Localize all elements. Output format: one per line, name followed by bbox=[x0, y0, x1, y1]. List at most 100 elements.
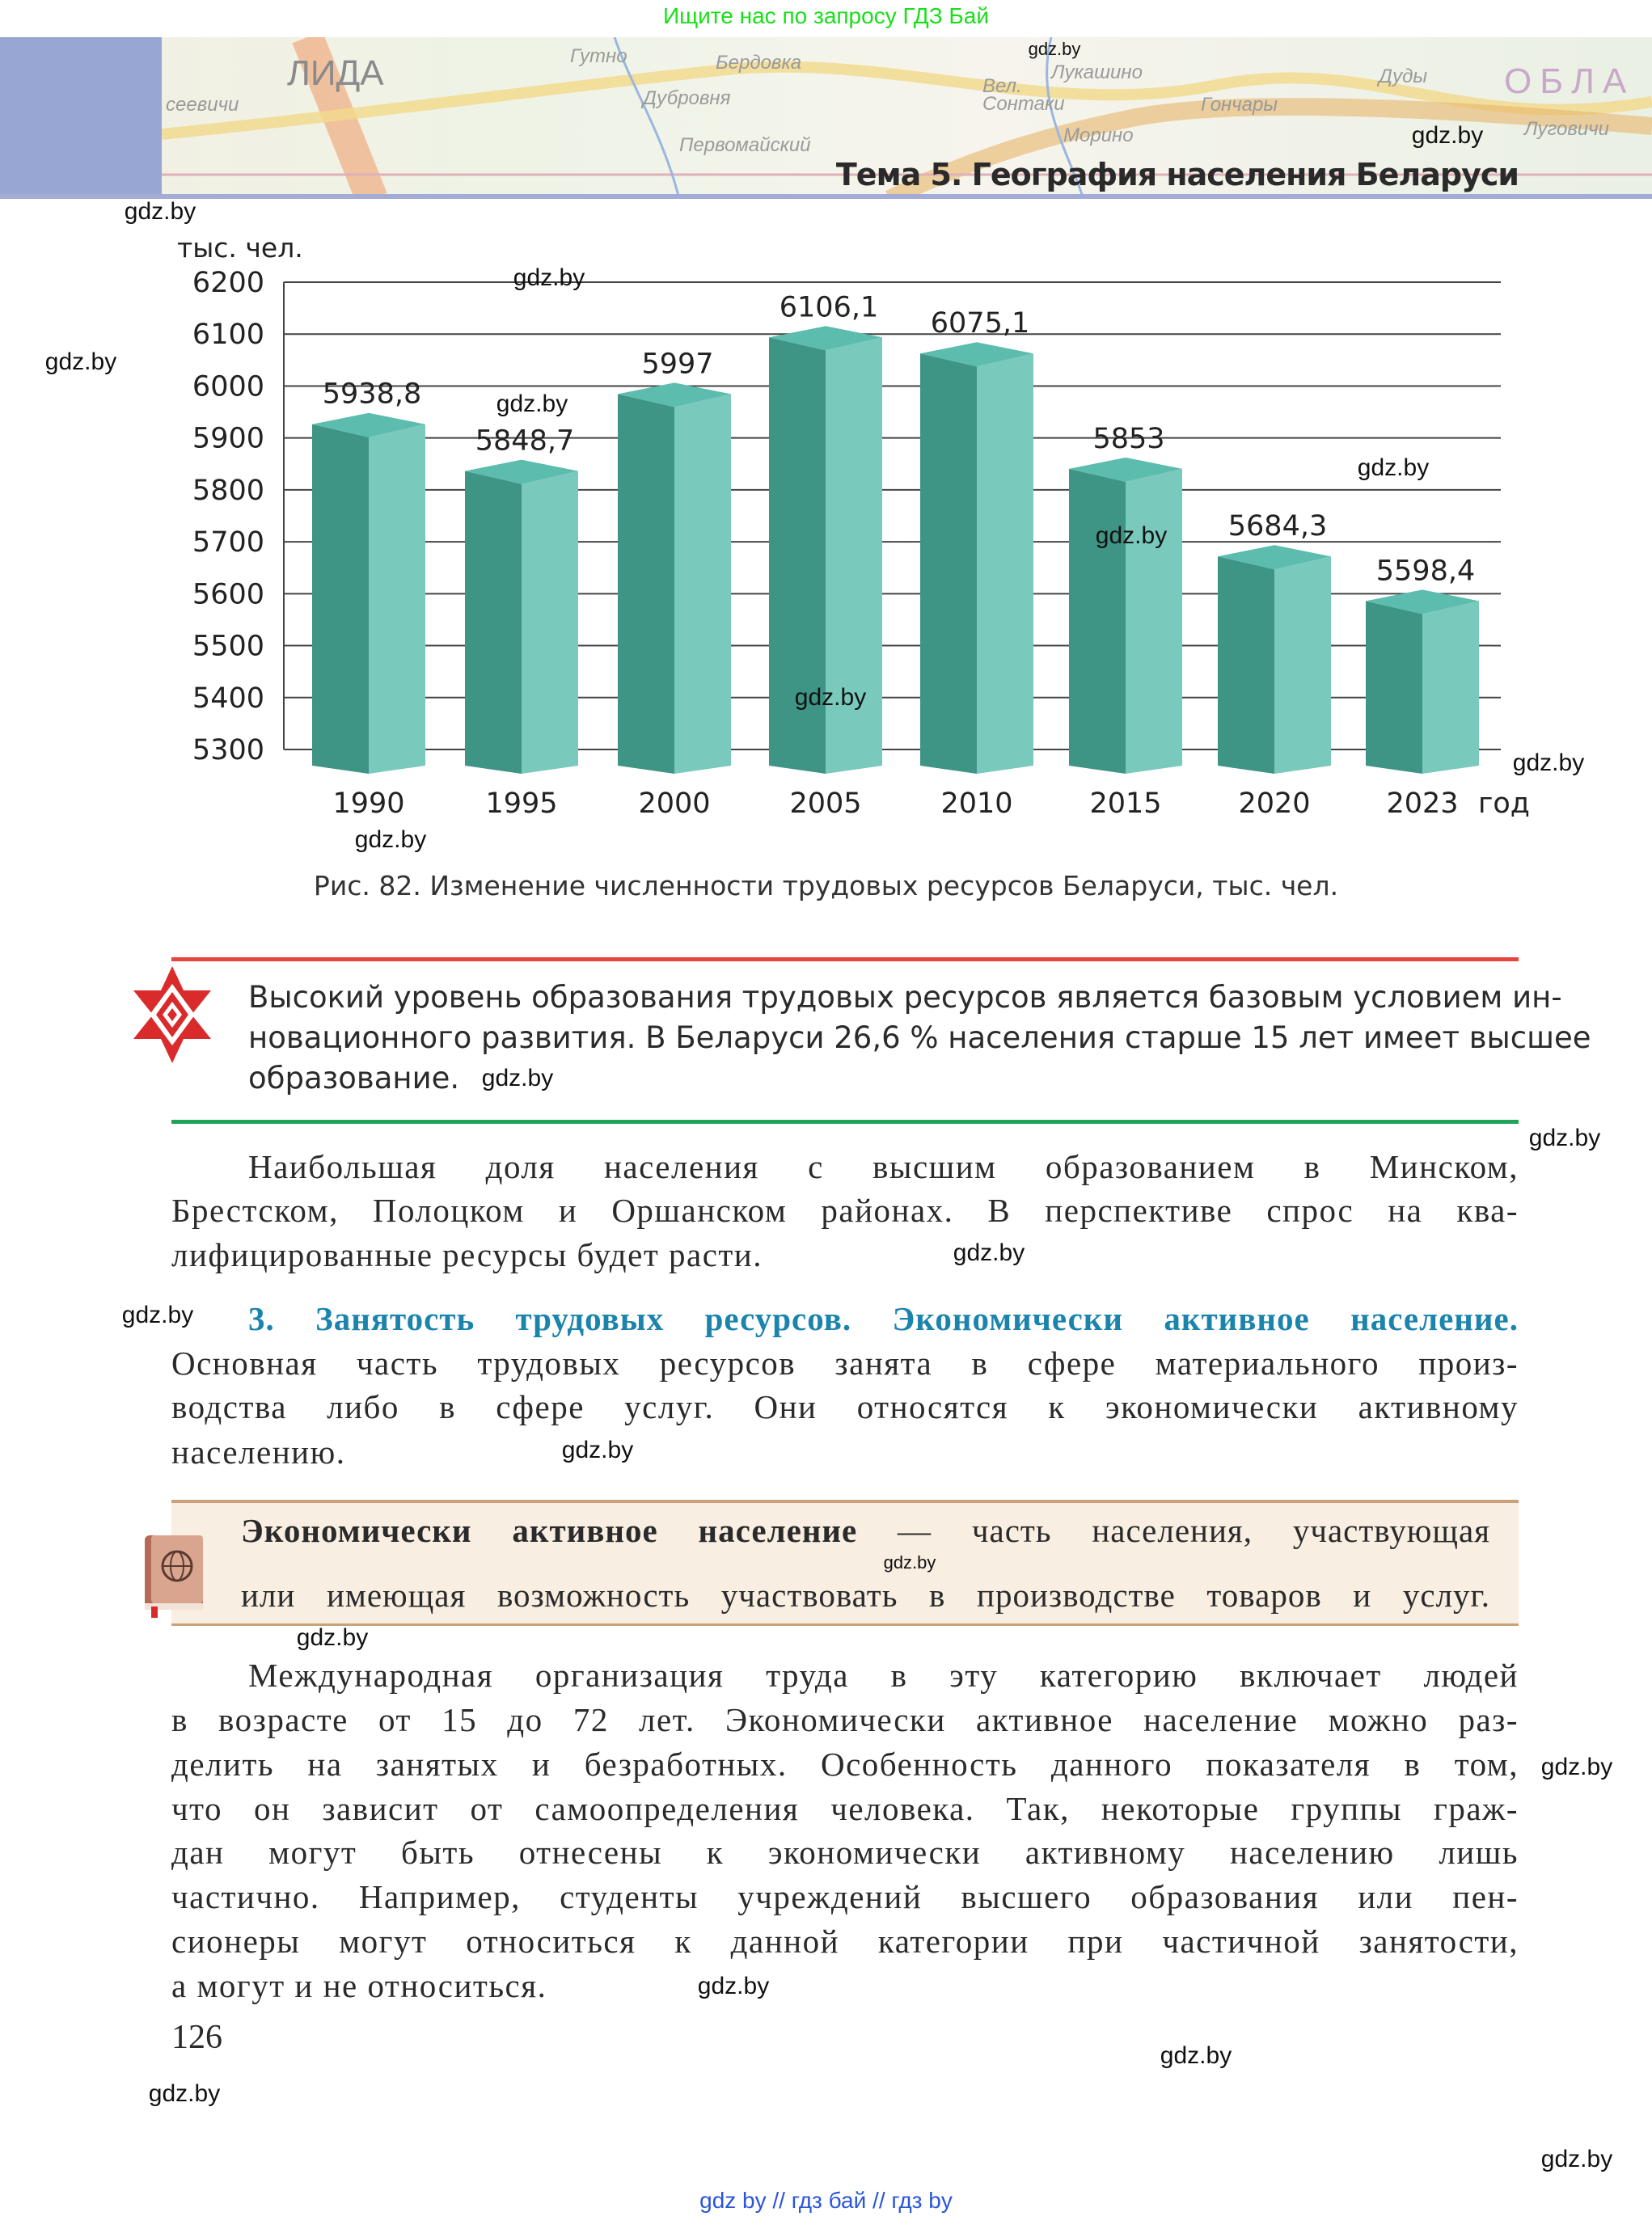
bar-right-face bbox=[977, 353, 1033, 774]
watermark: gdz.by bbox=[1411, 122, 1484, 149]
watermark: gdz.by bbox=[794, 684, 867, 711]
watermark: gdz.by bbox=[1357, 454, 1430, 481]
map-label: Бердовка bbox=[716, 52, 802, 74]
topic-title: Тема 5. География населения Беларуси bbox=[835, 157, 1519, 192]
bar-value-label: 5997 bbox=[641, 348, 713, 380]
bar-value-label: 5598,4 bbox=[1376, 555, 1475, 587]
y-tick-label: 6100 bbox=[192, 319, 264, 351]
watermark: gdz.by bbox=[148, 2080, 221, 2107]
page-header-map: ЛИДА Гутно Бердовка Дубровня Первомайски… bbox=[0, 37, 1652, 199]
x-tick-label: 2020 bbox=[1238, 787, 1310, 820]
y-tick-label: 5500 bbox=[192, 631, 264, 663]
page-number: 126 bbox=[171, 2019, 222, 2056]
search-hint-banner: Ищите нас по запросу ГДЗ Бай bbox=[662, 3, 990, 28]
bar-right-face bbox=[826, 337, 882, 774]
y-tick-label: 6000 bbox=[192, 370, 264, 403]
definition-text: — часть населения, участвующая bbox=[857, 1512, 1490, 1549]
bar-top-face bbox=[769, 326, 882, 351]
callout-bottom-rule bbox=[171, 1120, 1519, 1124]
watermark: gdz.by bbox=[124, 198, 196, 225]
watermark: gdz.by bbox=[1512, 749, 1585, 776]
bar-top-face bbox=[312, 412, 425, 437]
map-label: Луговичи bbox=[1524, 118, 1610, 140]
x-tick-label: 2010 bbox=[940, 787, 1012, 820]
map-label: Лукашино bbox=[1051, 61, 1143, 83]
paragraph-line: Брестском, Полоцком и Оршанском районах.… bbox=[171, 1192, 1519, 1229]
paragraph-line: а могут и не относиться. bbox=[171, 1967, 547, 2004]
map-label: Дуды bbox=[1379, 65, 1428, 87]
x-tick-label: 1990 bbox=[332, 787, 404, 820]
paragraph-line: дан могут быть отнесены к экономически а… bbox=[171, 1834, 1519, 1871]
watermark: gdz.by bbox=[953, 1239, 1025, 1266]
footer-links[interactable]: gdz by // гдз бай // гдз by bbox=[699, 2188, 953, 2213]
map-label: Вел. Сонтаки bbox=[982, 75, 1065, 115]
book-globe-icon bbox=[145, 1535, 203, 1618]
paragraph-line: Международная организация труда в эту ка… bbox=[248, 1657, 1519, 1694]
watermark: gdz.by bbox=[1028, 39, 1081, 59]
watermark: gdz.by bbox=[697, 1973, 770, 1999]
paragraph-line: в возрасте от 15 до 72 лет. Экономически… bbox=[171, 1701, 1519, 1738]
bar-right-face bbox=[1422, 601, 1479, 774]
watermark: gdz.by bbox=[44, 348, 117, 375]
bar-value-label: 6106,1 bbox=[780, 291, 878, 323]
y-tick-label: 5700 bbox=[192, 526, 264, 559]
x-tick-label: 2005 bbox=[789, 787, 861, 820]
watermark: gdz.by bbox=[481, 1065, 554, 1091]
callout-top-rule bbox=[171, 957, 1519, 961]
watermark: gdz.by bbox=[1528, 1125, 1601, 1151]
map-label: Дубровня bbox=[643, 87, 731, 109]
section-heading: 3. Занятость трудовых ресурсов. Экономич… bbox=[248, 1300, 1519, 1337]
map-label: ЛИДА bbox=[287, 53, 384, 93]
paragraph-line: Наибольшая доля населения с высшим образ… bbox=[248, 1148, 1519, 1185]
watermark: gdz.by bbox=[513, 264, 585, 291]
watermark: gdz.by bbox=[1540, 1754, 1613, 1780]
bar-right-face bbox=[674, 394, 731, 774]
bar-left-face bbox=[312, 424, 369, 774]
paragraph-line: Основная часть трудовых ресурсов занята … bbox=[171, 1345, 1519, 1382]
bar-value-label: 5684,3 bbox=[1228, 510, 1327, 543]
bar-top-face bbox=[465, 459, 578, 484]
x-axis-label: год bbox=[1478, 787, 1530, 820]
watermark: gdz.by bbox=[354, 826, 427, 853]
callout-text-line: новационного развития. В Беларуси 26,6 %… bbox=[248, 1020, 1591, 1055]
bar-top-face bbox=[1069, 457, 1182, 482]
bar-top-face bbox=[920, 342, 1033, 367]
paragraph-line: лифицированные ресурсы будет расти. bbox=[171, 1236, 763, 1273]
y-tick-label: 5400 bbox=[192, 682, 264, 715]
paragraph-line: что он зависит от самоопределения челове… bbox=[171, 1790, 1519, 1827]
header-color-block bbox=[0, 37, 162, 194]
bar-value-label: 6075,1 bbox=[931, 307, 1029, 340]
bar-left-face bbox=[1218, 556, 1274, 774]
watermark: gdz.by bbox=[1095, 522, 1168, 549]
y-tick-label: 5800 bbox=[192, 475, 264, 507]
bar-left-face bbox=[618, 394, 674, 774]
y-tick-label: 6200 bbox=[192, 267, 264, 299]
bar-left-face bbox=[1069, 468, 1126, 774]
map-label: Морино bbox=[1063, 125, 1134, 146]
watermark: gdz.by bbox=[561, 1437, 634, 1463]
callout-text-line: Высокий уровень образования трудовых рес… bbox=[248, 980, 1562, 1015]
bar-left-face bbox=[769, 337, 826, 774]
figure-caption: Рис. 82. Изменение численности трудовых … bbox=[313, 870, 1339, 901]
watermark: gdz.by bbox=[1160, 2042, 1232, 2069]
paragraph-line: сионеры могут относиться к данной катего… bbox=[171, 1923, 1519, 1960]
callout-text-line: образование. bbox=[248, 1061, 460, 1096]
bar-top-face bbox=[1218, 545, 1331, 570]
watermark: gdz.by bbox=[296, 1624, 369, 1651]
bar-left-face bbox=[465, 471, 522, 774]
paragraph-line: населению. bbox=[171, 1433, 346, 1471]
map-label: Гончары bbox=[1201, 94, 1278, 116]
x-tick-label: 2015 bbox=[1089, 787, 1161, 820]
bar-top-face bbox=[618, 382, 731, 407]
watermark: gdz.by bbox=[883, 1552, 936, 1573]
map-label: Гутно bbox=[570, 45, 627, 67]
y-tick-label: 5900 bbox=[192, 423, 264, 455]
paragraph-line: частично. Например, студенты учреждений … bbox=[171, 1878, 1519, 1915]
paragraph-line: делить на занятых и безработных. Особенн… bbox=[171, 1746, 1519, 1783]
map-label: Первомайский bbox=[679, 134, 811, 156]
watermark: gdz.by bbox=[121, 1302, 194, 1328]
belarusian-ornament-icon bbox=[133, 966, 211, 1063]
bar-right-face bbox=[1274, 556, 1331, 774]
map-label: ОБЛА bbox=[1504, 61, 1635, 101]
watermark: gdz.by bbox=[1540, 2146, 1613, 2172]
